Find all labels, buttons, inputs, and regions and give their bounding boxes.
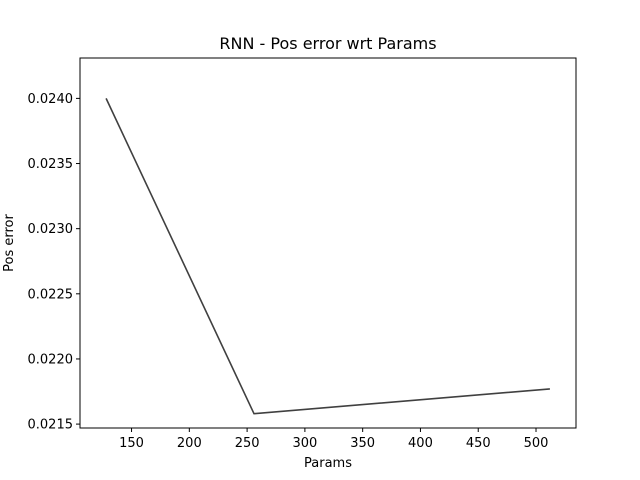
series-group [105,98,550,415]
x-tick-label: 250 [235,436,260,451]
y-tick-label: 0.0230 [28,222,74,237]
x-tick-label: 150 [119,436,144,451]
plot-frame [79,57,577,429]
x-tick-label: 300 [292,436,317,451]
x-tick-label: 200 [177,436,202,451]
x-tick-label: 450 [466,436,491,451]
y-tick-label: 0.0240 [28,92,74,107]
x-axis-ticks: 150 200 250 300 350 400 450 500 [119,428,548,451]
x-tick-label: 400 [408,436,433,451]
y-tick-label: 0.0235 [28,157,74,172]
x-axis-label: Params [304,456,352,471]
y-tick-label: 0.0220 [28,352,74,367]
chart-title: RNN - Pos error wrt Params [219,34,436,53]
series-line [105,98,550,415]
y-tick-label: 0.0225 [28,287,74,302]
y-axis-ticks: 0.0215 0.0220 0.0225 0.0230 0.0235 0.0240 [28,92,80,433]
y-tick-label: 0.0215 [28,418,74,433]
x-tick-label: 350 [350,436,375,451]
y-axis-label: Pos error [2,213,17,271]
x-tick-label: 500 [524,436,549,451]
